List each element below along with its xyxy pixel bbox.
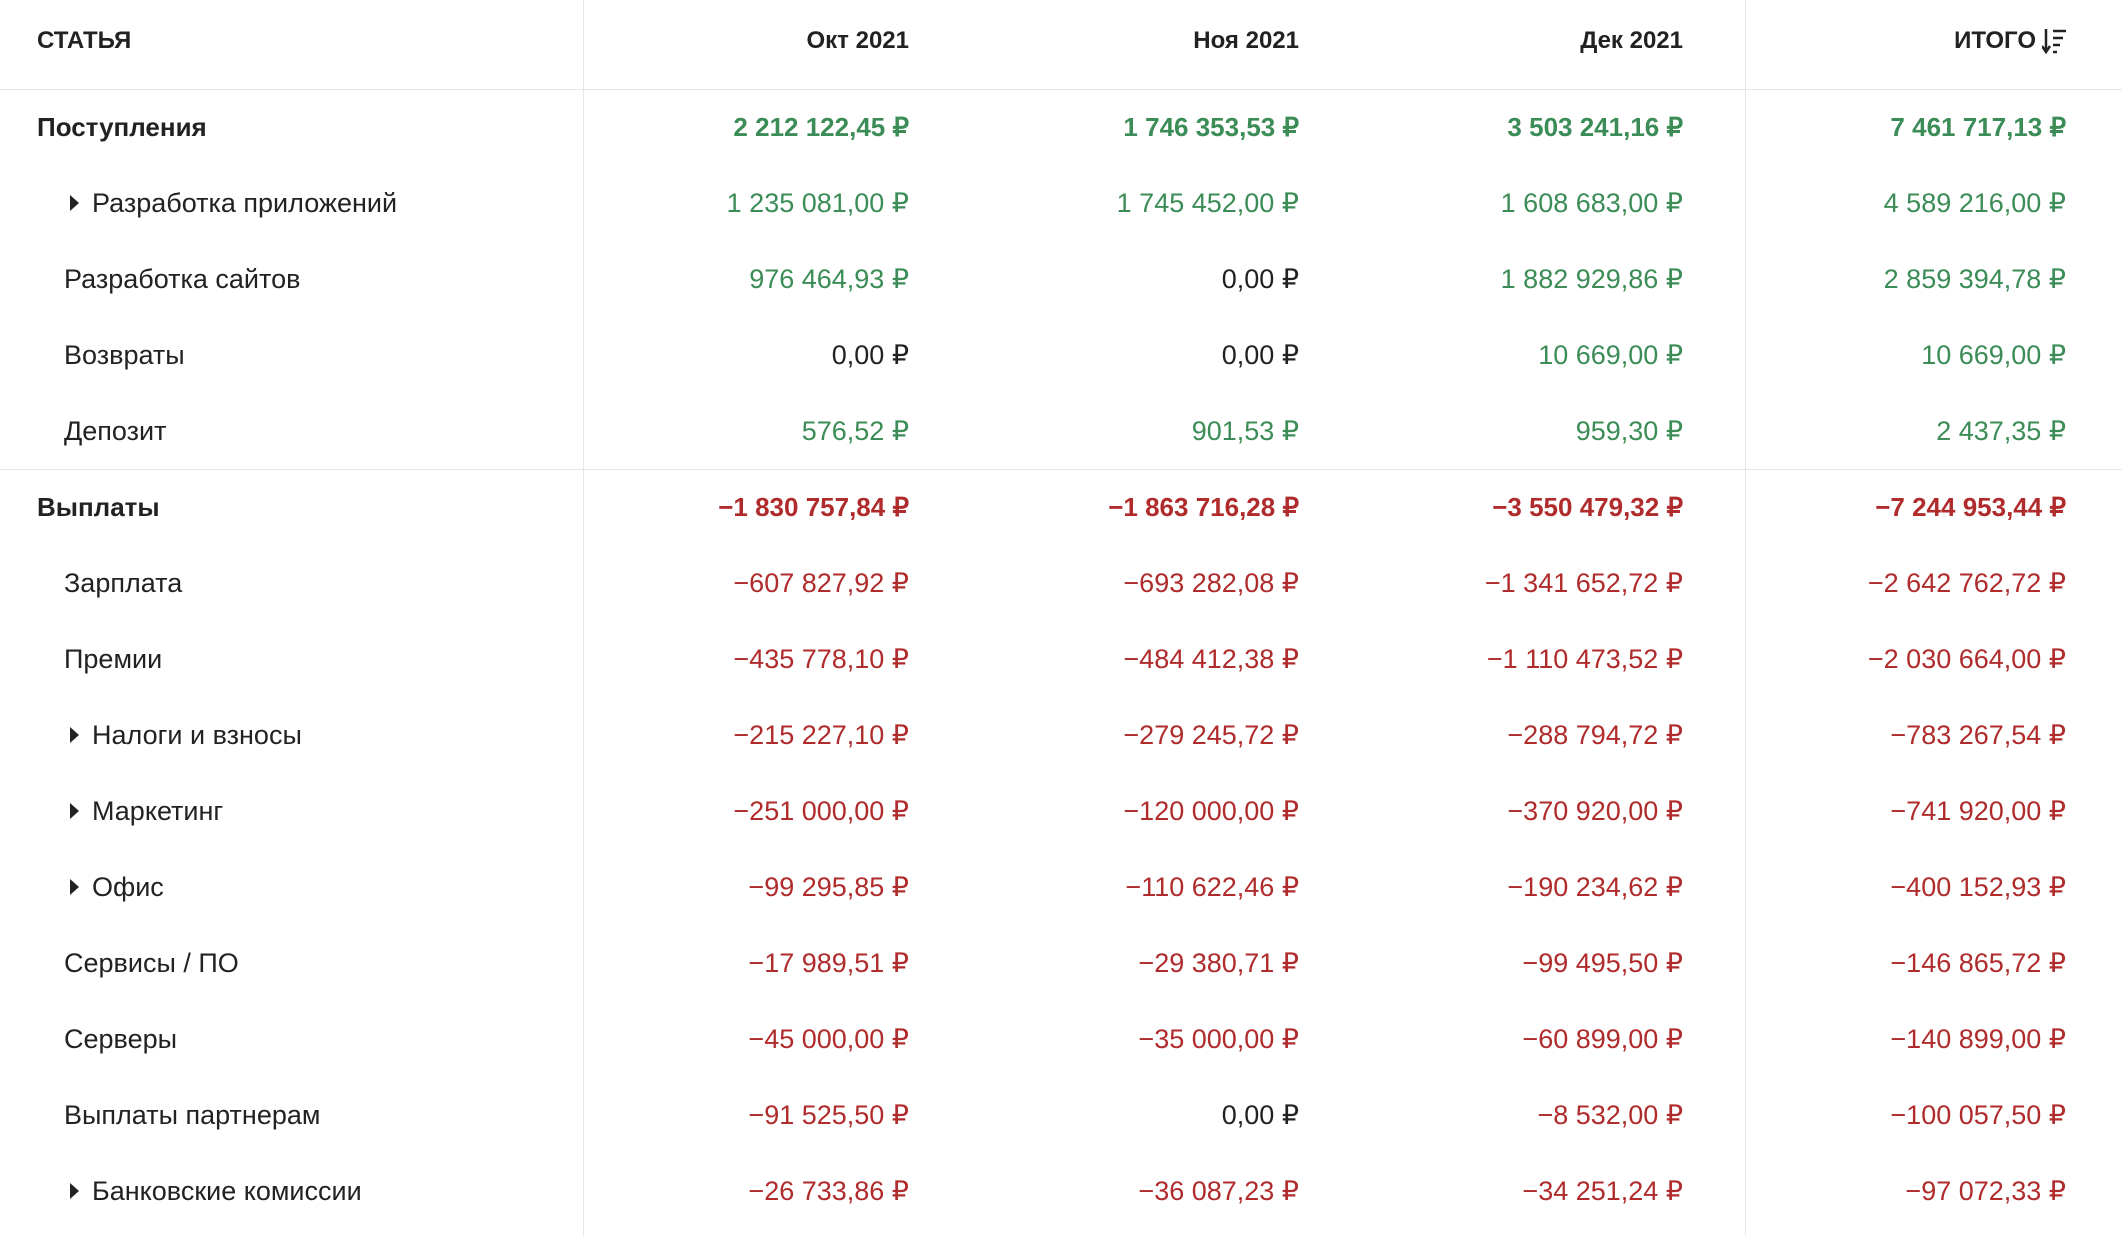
- amount: −140 899,00 ₽: [1890, 1024, 2066, 1054]
- row-label: Поступления: [37, 112, 207, 142]
- amount: −251 000,00 ₽: [733, 796, 909, 826]
- amount: 976 464,93 ₽: [749, 264, 909, 294]
- amount: −35 000,00 ₽: [1138, 1024, 1299, 1054]
- column-divider: [583, 0, 584, 1236]
- header-month[interactable]: Ноя 2021: [1193, 27, 1299, 54]
- amount: −8 532,00 ₽: [1537, 1100, 1683, 1130]
- expand-arrow[interactable]: [70, 727, 79, 743]
- amount: −99 495,50 ₽: [1522, 948, 1683, 978]
- row-label: Выплаты партнерам: [64, 1100, 321, 1130]
- amount: −435 778,10 ₽: [733, 644, 909, 674]
- amount: 1 746 353,53 ₽: [1123, 112, 1299, 142]
- sort-icon[interactable]: [2042, 27, 2068, 55]
- row-label: Зарплата: [64, 568, 183, 598]
- expand-arrow[interactable]: [70, 195, 79, 211]
- amount: −693 282,08 ₽: [1123, 568, 1299, 598]
- amount: 576,52 ₽: [801, 416, 909, 446]
- amount: −190 234,62 ₽: [1507, 872, 1683, 902]
- expand-arrow[interactable]: [70, 803, 79, 819]
- expandable-row-label[interactable]: Разработка приложений: [92, 188, 398, 218]
- amount: 10 669,00 ₽: [1921, 340, 2066, 370]
- expand-arrow[interactable]: [70, 879, 79, 895]
- row-label: Премии: [64, 644, 163, 674]
- amount: 1 882 929,86 ₽: [1500, 264, 1683, 294]
- amount: 2 212 122,45 ₽: [733, 112, 909, 142]
- amount: −484 412,38 ₽: [1123, 644, 1299, 674]
- header-month[interactable]: Дек 2021: [1580, 27, 1683, 54]
- amount: −741 920,00 ₽: [1890, 796, 2066, 826]
- header-total[interactable]: ИТОГО: [1954, 27, 2036, 54]
- amount: −60 899,00 ₽: [1522, 1024, 1683, 1054]
- amount: 10 669,00 ₽: [1538, 340, 1683, 370]
- amount: −36 087,23 ₽: [1138, 1176, 1299, 1206]
- amount: −100 057,50 ₽: [1890, 1100, 2066, 1130]
- amount: 0,00 ₽: [831, 340, 909, 370]
- amount: −120 000,00 ₽: [1123, 796, 1299, 826]
- amount: −99 295,85 ₽: [748, 872, 909, 902]
- expandable-row-label[interactable]: Офис: [92, 872, 164, 902]
- header-divider: [0, 89, 2122, 90]
- amount: −97 072,33 ₽: [1905, 1176, 2066, 1206]
- header-article[interactable]: СТАТЬЯ: [37, 27, 132, 54]
- row-label: Возвраты: [64, 340, 185, 370]
- amount: 2 859 394,78 ₽: [1883, 264, 2066, 294]
- row-label: Разработка сайтов: [64, 264, 301, 294]
- amount: −215 227,10 ₽: [733, 720, 909, 750]
- amount: −26 733,86 ₽: [748, 1176, 909, 1206]
- expandable-row-label[interactable]: Банковские комиссии: [92, 1176, 362, 1206]
- amount: 3 503 241,16 ₽: [1507, 112, 1683, 142]
- amount: −370 920,00 ₽: [1507, 796, 1683, 826]
- amount: −783 267,54 ₽: [1890, 720, 2066, 750]
- amount: −1 341 652,72 ₽: [1484, 568, 1683, 598]
- amount: −2 030 664,00 ₽: [1867, 644, 2066, 674]
- amount: −7 244 953,44 ₽: [1875, 492, 2066, 522]
- amount: −288 794,72 ₽: [1507, 720, 1683, 750]
- column-divider: [1745, 0, 1746, 1236]
- amount: −607 827,92 ₽: [733, 568, 909, 598]
- row-label: Выплаты: [37, 492, 160, 522]
- amount: −110 622,46 ₽: [1125, 872, 1299, 902]
- amount: −91 525,50 ₽: [748, 1100, 909, 1130]
- amount: −2 642 762,72 ₽: [1867, 568, 2066, 598]
- expand-arrow[interactable]: [70, 1183, 79, 1199]
- amount: −279 245,72 ₽: [1123, 720, 1299, 750]
- section-divider: [0, 469, 2122, 470]
- amount: −146 865,72 ₽: [1890, 948, 2066, 978]
- amount: 0,00 ₽: [1221, 1100, 1299, 1130]
- row-label: Серверы: [64, 1024, 178, 1054]
- amount: 901,53 ₽: [1191, 416, 1299, 446]
- amount: −1 830 757,84 ₽: [718, 492, 909, 522]
- amount: 0,00 ₽: [1221, 340, 1299, 370]
- expandable-row-label[interactable]: Налоги и взносы: [92, 720, 302, 750]
- amount: −1 110 473,52 ₽: [1486, 644, 1683, 674]
- amount: 1 608 683,00 ₽: [1500, 188, 1683, 218]
- amount: −400 152,93 ₽: [1890, 872, 2066, 902]
- expandable-row-label[interactable]: Маркетинг: [92, 796, 224, 826]
- row-label: Сервисы / ПО: [64, 948, 239, 978]
- amount: −17 989,51 ₽: [748, 948, 909, 978]
- row-label: Депозит: [64, 416, 167, 446]
- amount: 1 745 452,00 ₽: [1116, 188, 1299, 218]
- amount: 959,30 ₽: [1575, 416, 1683, 446]
- amount: −45 000,00 ₽: [748, 1024, 909, 1054]
- amount: 4 589 216,00 ₽: [1883, 188, 2066, 218]
- amount: 0,00 ₽: [1221, 264, 1299, 294]
- header-month[interactable]: Окт 2021: [806, 27, 910, 54]
- amount: 1 235 081,00 ₽: [726, 188, 909, 218]
- amount: 7 461 717,13 ₽: [1890, 112, 2066, 142]
- amount: −29 380,71 ₽: [1138, 948, 1299, 978]
- amount: −3 550 479,32 ₽: [1492, 492, 1683, 522]
- amount: −34 251,24 ₽: [1522, 1176, 1683, 1206]
- amount: 2 437,35 ₽: [1936, 416, 2066, 446]
- amount: −1 863 716,28 ₽: [1108, 492, 1299, 522]
